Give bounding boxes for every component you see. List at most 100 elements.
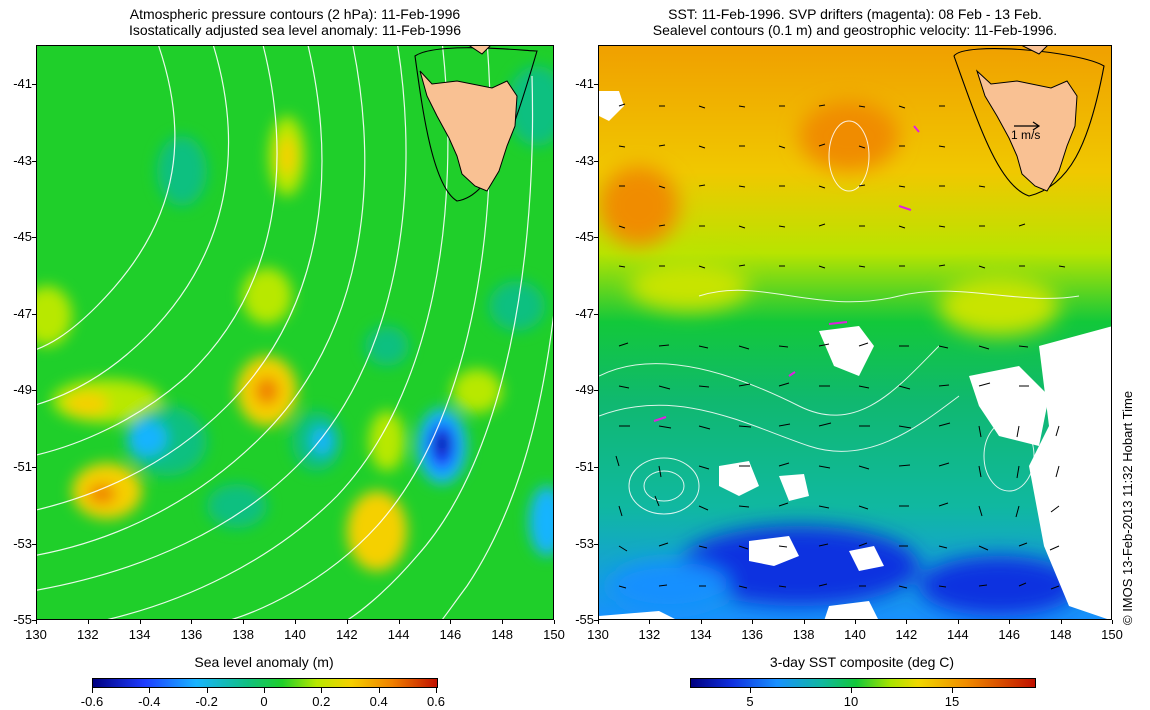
- imos-credit: © IMOS 13-Feb-2013 11:32 Hobart Time: [1120, 390, 1135, 625]
- axis-tick-mark: [398, 620, 400, 624]
- longitude-label: 134: [689, 627, 712, 642]
- latitude-label: -41: [13, 76, 32, 91]
- left-map-title-line2: Isostatically adjusted sea level anomaly…: [128, 22, 462, 38]
- axis-tick-mark: [32, 543, 36, 545]
- longitude-label: 138: [792, 627, 815, 642]
- latitude-label: -55: [13, 612, 32, 628]
- axis-tick-mark: [594, 313, 598, 315]
- latitude-label: -45: [575, 229, 594, 245]
- axis-tick-mark: [752, 620, 754, 624]
- sst-map: 1 m/s: [598, 45, 1112, 620]
- longitude-label: 150: [1101, 627, 1123, 642]
- latitude-label: -51: [575, 459, 594, 474]
- sea-level-anomaly-map: [36, 45, 554, 620]
- longitude-label: 146: [439, 627, 462, 642]
- axis-tick-mark: [1009, 620, 1011, 624]
- axis-tick-mark: [502, 620, 504, 624]
- velocity-scale-label: 1 m/s: [1011, 128, 1041, 142]
- island-landmass: [1021, 46, 1048, 55]
- axis-tick-mark: [243, 620, 245, 624]
- longitude-label: 132: [76, 627, 99, 642]
- colorbar-tick-label: 0.6: [426, 694, 446, 709]
- longitude-label: 138: [232, 627, 255, 642]
- longitude-label: 136: [741, 627, 764, 642]
- axis-tick-mark: [594, 467, 598, 468]
- axis-tick-mark: [139, 620, 141, 624]
- colorbar-tick-label: 0: [260, 694, 268, 709]
- axis-tick-mark: [598, 620, 599, 624]
- axis-tick-mark: [851, 688, 852, 693]
- latitude-label: -49: [575, 382, 594, 398]
- colorbar-tick-label: -0.6: [80, 694, 104, 709]
- axis-tick-mark: [191, 620, 193, 624]
- axis-tick-mark: [952, 688, 953, 693]
- axis-tick-mark: [803, 620, 805, 624]
- axis-tick-mark: [450, 620, 452, 624]
- pressure-contours: [37, 46, 553, 619]
- longitude-label: 144: [946, 627, 969, 642]
- longitude-label: 144: [387, 627, 410, 642]
- latitude-label: -49: [13, 382, 32, 398]
- longitude-label: 134: [128, 627, 151, 642]
- latitude-label: -43: [575, 152, 594, 168]
- latitude-label: -45: [13, 229, 32, 245]
- latitude-label: -47: [13, 305, 32, 321]
- axis-tick-mark: [594, 160, 598, 162]
- sst-field: [599, 46, 1111, 619]
- shelf-contour: [953, 48, 1105, 197]
- longitude-label: 148: [491, 627, 514, 642]
- longitude-label: 136: [180, 627, 203, 642]
- right-map-title-line2: Sealevel contours (0.1 m) and geostrophi…: [652, 22, 1058, 38]
- axis-tick-mark: [32, 620, 36, 622]
- left-map-title-line1: Atmospheric pressure contours (2 hPa): 1…: [129, 6, 461, 22]
- axis-tick-mark: [594, 84, 598, 85]
- axis-tick-mark: [906, 620, 908, 624]
- colorbar-tick-label: 10: [843, 694, 859, 709]
- cloud-mask: [599, 91, 1111, 619]
- latitude-label: -51: [13, 459, 32, 474]
- axis-tick-mark: [32, 160, 36, 162]
- axis-tick-mark: [87, 620, 89, 624]
- axis-tick-mark: [750, 688, 751, 693]
- longitude-label: 140: [284, 627, 306, 642]
- axis-tick-mark: [32, 237, 36, 239]
- axis-tick-mark: [700, 620, 702, 624]
- longitude-label: 140: [844, 627, 866, 642]
- axis-tick-mark: [32, 467, 36, 468]
- longitude-label: 130: [25, 627, 47, 642]
- colorbar-tick-label: 0.4: [369, 694, 388, 709]
- colorbar-tick-label: 0.2: [312, 694, 331, 709]
- axis-tick-mark: [32, 84, 36, 85]
- axis-tick-mark: [554, 620, 555, 624]
- longitude-label: 150: [543, 627, 565, 642]
- latitude-label: -55: [575, 612, 594, 628]
- velocity-arrows: [615, 103, 1066, 590]
- latitude-label: -41: [575, 76, 594, 91]
- latitude-label: -53: [13, 535, 32, 551]
- axis-tick-mark: [295, 620, 296, 624]
- left-colorbar-title: Sea level anomaly (m): [194, 654, 334, 670]
- axis-tick-mark: [206, 688, 208, 693]
- axis-tick-mark: [1112, 620, 1113, 624]
- axis-tick-mark: [378, 688, 380, 693]
- axis-tick-mark: [957, 620, 959, 624]
- colorbar-tick-label: 5: [746, 694, 754, 709]
- axis-tick-mark: [32, 313, 36, 315]
- axis-tick-mark: [346, 620, 348, 624]
- axis-tick-mark: [594, 620, 598, 622]
- latitude-label: -53: [575, 535, 594, 551]
- axis-tick-mark: [594, 237, 598, 239]
- axis-tick-mark: [855, 620, 856, 624]
- colorbar-tick-label: 15: [944, 694, 960, 709]
- velocity-scale-arrow: [1014, 121, 1041, 131]
- colorbar-tick-label: -0.4: [138, 694, 161, 709]
- axis-tick-mark: [264, 688, 265, 693]
- sst-colorbar: [690, 678, 1036, 688]
- longitude-label: 148: [1049, 627, 1072, 642]
- longitude-label: 132: [638, 627, 661, 642]
- right-map-title-line1: SST: 11-Feb-1996. SVP drifters (magenta)…: [668, 6, 1042, 22]
- latitude-label: -43: [13, 152, 32, 168]
- axis-tick-mark: [36, 620, 37, 624]
- axis-tick-mark: [92, 688, 93, 693]
- axis-tick-mark: [32, 390, 36, 392]
